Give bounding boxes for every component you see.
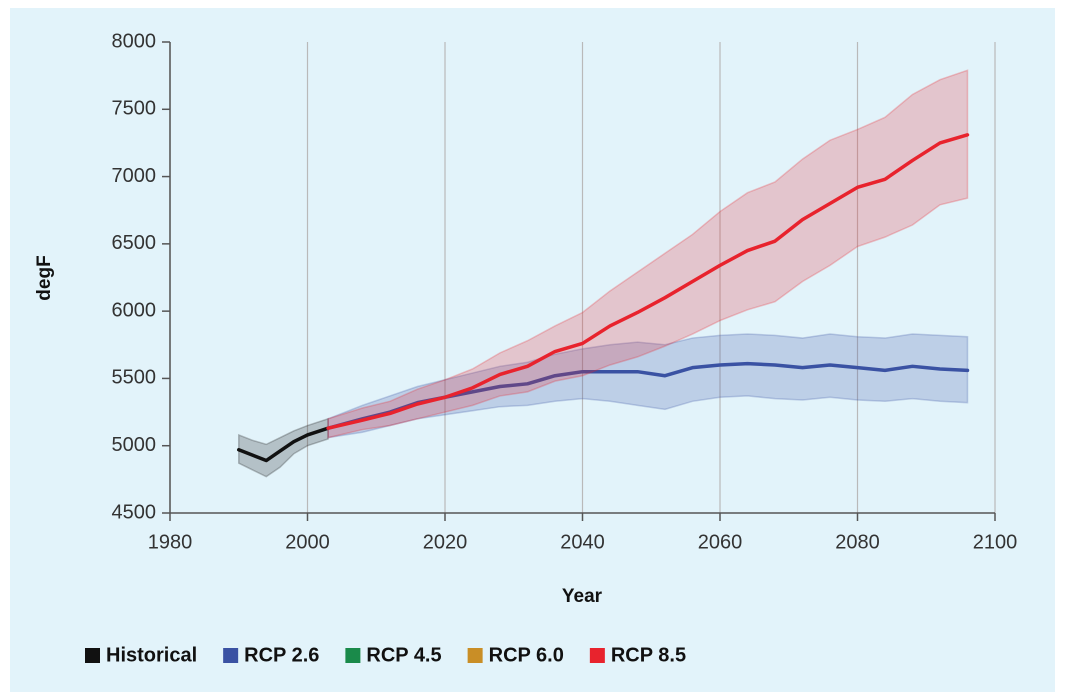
y-tick-label: 8000 [112, 30, 157, 52]
legend-label: RCP 2.6 [244, 644, 319, 666]
legend-swatch [223, 648, 239, 663]
y-tick-label: 4500 [112, 501, 157, 523]
series-line [237, 426, 330, 463]
legend-swatch [345, 648, 361, 663]
y-tick-label: 5000 [112, 434, 157, 456]
y-tick-label: 6000 [112, 299, 157, 321]
x-tick-label: 2100 [973, 531, 1018, 553]
x-tick-label: 2020 [423, 531, 468, 553]
legend-label: RCP 4.5 [366, 644, 441, 666]
legend-label: Historical [106, 644, 197, 666]
x-tick-label: 2080 [835, 531, 880, 553]
legend-swatch [589, 648, 605, 663]
x-tick-label: 2060 [698, 531, 743, 553]
legend-label: RCP 8.5 [611, 644, 686, 666]
y-tick-label: 6500 [112, 232, 157, 254]
y-tick-label: 7500 [112, 98, 157, 120]
uncertainty-band [327, 69, 969, 439]
x-tick-label: 2000 [285, 531, 330, 553]
chart-background [10, 8, 1055, 692]
x-tick-label: 1980 [148, 531, 193, 553]
legend-swatch [85, 648, 100, 663]
series-line [326, 133, 970, 430]
legend-label: RCP 6.0 [489, 644, 564, 666]
y-axis-label: degF [34, 255, 55, 300]
legend-swatch [467, 648, 483, 663]
y-tick-label: 7000 [112, 165, 157, 187]
x-tick-label: 2040 [560, 531, 605, 553]
uncertainty-band [327, 333, 969, 439]
x-axis-label: Year [562, 586, 603, 607]
y-tick-label: 5500 [112, 367, 157, 389]
